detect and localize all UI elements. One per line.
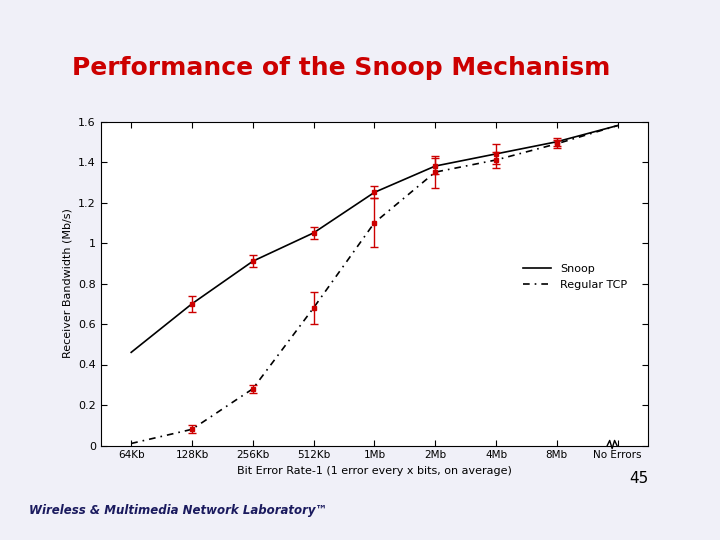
Y-axis label: Receiver Bandwidth (Mb/s): Receiver Bandwidth (Mb/s) [63,208,73,359]
Legend: Snoop, Regular TCP: Snoop, Regular TCP [519,260,631,294]
X-axis label: Bit Error Rate-1 (1 error every x bits, on average): Bit Error Rate-1 (1 error every x bits, … [237,466,512,476]
Text: Wireless & Multimedia Network Laboratory™: Wireless & Multimedia Network Laboratory… [29,504,327,517]
Text: 45: 45 [629,471,648,486]
Text: Performance of the Snoop Mechanism: Performance of the Snoop Mechanism [72,56,611,79]
